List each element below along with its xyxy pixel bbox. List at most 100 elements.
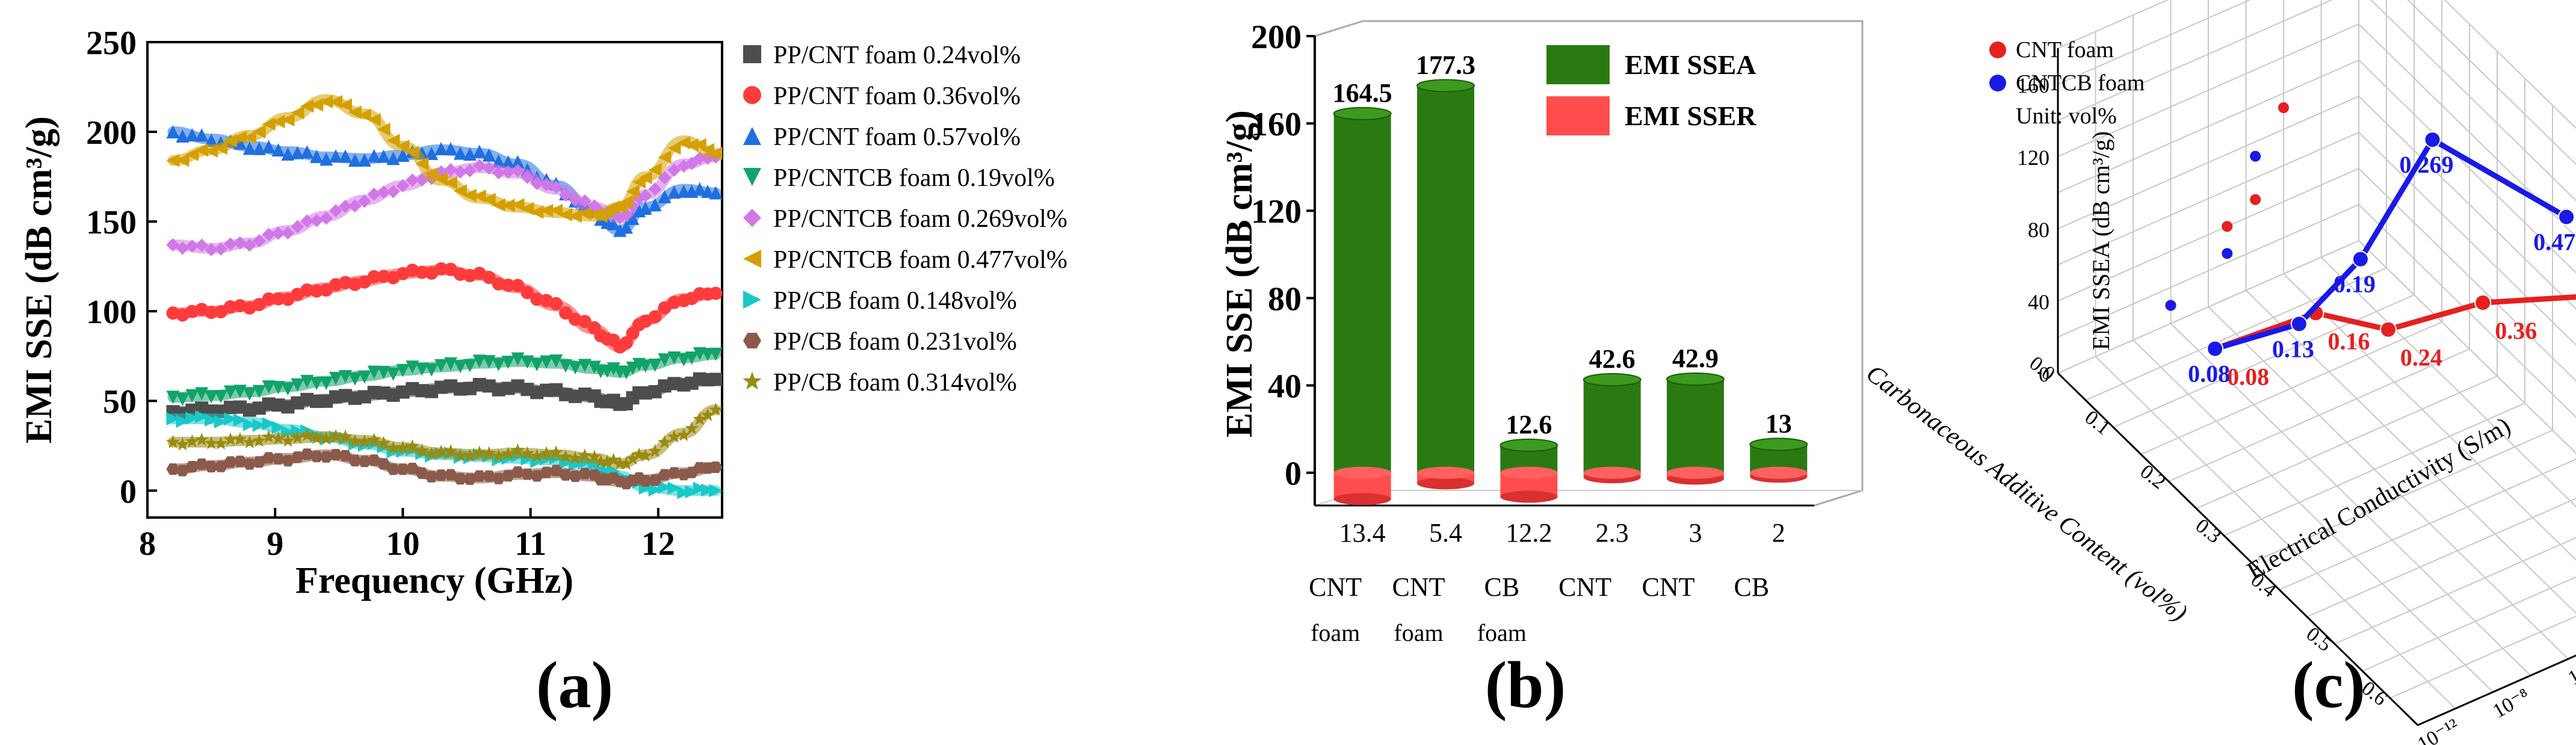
data-point <box>492 448 506 462</box>
data-point <box>578 206 591 220</box>
data-point <box>205 390 218 404</box>
data-point <box>338 199 352 213</box>
bar-bottom-label: 2 <box>1772 518 1785 548</box>
category-label-line2: foam <box>1311 619 1360 646</box>
data-point <box>205 144 218 158</box>
data-point <box>357 434 372 448</box>
legend-marker <box>743 250 761 268</box>
legend-marker <box>743 168 761 186</box>
data-point <box>271 115 285 129</box>
data-point <box>396 148 410 162</box>
data-point <box>549 354 563 368</box>
bar-bottom-label: 3 <box>1689 518 1702 548</box>
data-point <box>667 185 681 199</box>
data-point <box>319 431 333 445</box>
data-point <box>520 170 534 184</box>
x-tick-label: 0.0 <box>2025 352 2059 385</box>
data-point <box>638 359 652 373</box>
bar-bottom-label: 12.2 <box>1506 518 1552 548</box>
data-point <box>205 306 218 320</box>
data-point <box>348 105 362 119</box>
data-point <box>2379 321 2397 338</box>
data-point <box>648 310 662 324</box>
data-point <box>377 185 391 199</box>
data-point <box>568 209 582 223</box>
grid-line <box>2362 576 2576 672</box>
point-label: 0.269 <box>2399 151 2453 178</box>
data-point <box>530 448 544 462</box>
data-point <box>367 433 381 446</box>
data-point <box>709 186 723 200</box>
data-point <box>453 146 467 160</box>
bar-join <box>1750 466 1808 479</box>
data-point <box>195 410 209 424</box>
data-point <box>252 433 267 447</box>
bar-ssea <box>1417 85 1474 473</box>
data-point <box>338 429 353 443</box>
grid-line <box>2095 356 2456 709</box>
data-point <box>559 306 573 320</box>
data-point <box>568 361 582 375</box>
category-label: CNT <box>1309 572 1362 602</box>
series-2 <box>166 262 723 354</box>
data-point <box>242 131 256 144</box>
data-point <box>701 483 715 497</box>
data-point <box>530 176 544 190</box>
x-axis-categories: CNT foam CNT foam CB foam CNT CNT CB <box>1309 572 1769 646</box>
data-point <box>540 178 554 191</box>
bar-group: 42.6 2.3 <box>1583 344 1642 548</box>
data-point <box>271 381 285 395</box>
legend-label: EMI SSER <box>1625 100 1756 131</box>
data-point <box>434 172 448 186</box>
data-point <box>425 471 439 483</box>
data-point <box>709 146 723 160</box>
data-point <box>510 443 525 457</box>
data-point <box>396 463 410 475</box>
data-point <box>367 270 381 283</box>
data-point <box>290 430 304 444</box>
data-point <box>320 451 333 463</box>
point-label: 0.16 <box>2327 327 2370 354</box>
y-tick-label: 250 <box>86 25 137 62</box>
bar-join <box>1417 466 1474 479</box>
data-point <box>166 412 180 426</box>
bar-sser-base <box>1333 493 1391 505</box>
data-point <box>693 182 706 196</box>
x-axis-label: Frequency (GHz) <box>295 560 573 601</box>
data-point <box>252 298 266 312</box>
series-1 <box>166 372 723 421</box>
legend-label: PP/CNTCB foam 0.19vol% <box>773 164 1055 192</box>
data-point <box>425 146 439 160</box>
y-axis-ticks: 0 40 80 120 160 200 <box>1251 19 1315 493</box>
legend-label: PP/CB foam 0.148vol% <box>773 287 1017 315</box>
data-point <box>501 447 516 460</box>
data-point <box>472 445 487 459</box>
legend-marker <box>1989 75 2006 91</box>
data-point <box>262 117 276 131</box>
data-point <box>195 238 209 252</box>
data-point <box>214 242 228 256</box>
data-point <box>539 446 554 460</box>
data-point <box>377 149 391 163</box>
data-point <box>329 371 343 385</box>
data-point <box>329 149 343 163</box>
data-point <box>693 138 706 152</box>
data-point <box>667 141 681 155</box>
data-point <box>472 144 486 158</box>
data-point <box>166 391 180 404</box>
data-point <box>367 187 381 201</box>
data-point <box>406 360 419 374</box>
series-9 <box>165 403 723 470</box>
data-point <box>667 163 681 177</box>
legend-label: EMI SSEA <box>1625 49 1756 80</box>
bar-value-label: 12.6 <box>1506 410 1552 439</box>
bar-ssea <box>1667 379 1724 473</box>
grid-line <box>2407 0 2576 165</box>
x-axis-line <box>2057 372 2419 726</box>
data-point <box>214 436 228 450</box>
x-tick-label: 0.3 <box>2191 515 2225 548</box>
data-point <box>204 436 218 450</box>
data-point <box>578 359 591 372</box>
z-axis-label: EMI SSEA (dB cm³/g) <box>2087 131 2114 350</box>
data-point <box>540 355 554 369</box>
